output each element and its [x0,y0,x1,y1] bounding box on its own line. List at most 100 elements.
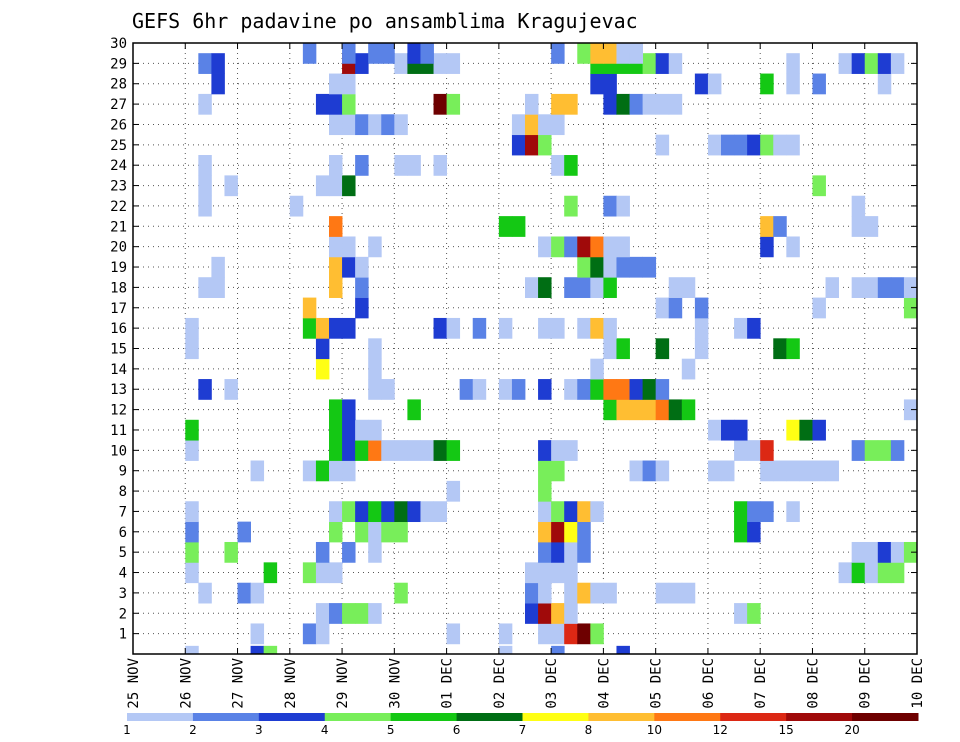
y-tick-label: 15 [110,342,127,358]
heatmap-cell [446,440,461,461]
heatmap-cell [668,297,683,319]
heatmap-cell [812,460,826,482]
heatmap-cell [224,379,238,400]
heatmap-cell [538,521,552,543]
heatmap-cell [538,379,552,400]
heatmap-cell [773,460,787,482]
colorbar-swatch [654,713,721,721]
heatmap-cell [394,501,408,523]
heatmap-cell [668,53,683,74]
heatmap-cell [681,358,696,380]
heatmap-cell [198,195,212,217]
heatmap-cell [590,256,604,278]
heatmap-cell [342,440,356,461]
heatmap-cell [590,43,604,64]
heatmap-cell [590,277,604,298]
heatmap-cell [198,155,212,176]
colorbar-label: 20 [844,723,859,737]
heatmap-cell [629,256,643,278]
heatmap-cell [224,175,238,197]
heatmap-cell [498,317,513,339]
heatmap-cell [446,317,461,339]
heatmap-cell [564,521,578,543]
heatmap-cell [655,582,670,604]
heatmap-cell [877,73,892,95]
heatmap-cell [394,53,408,74]
heatmap-cell [786,73,800,95]
heatmap-cell [329,256,343,278]
heatmap-cell [368,114,382,136]
heatmap-cell [342,236,356,258]
x-tick-label: 03 DEC [544,658,560,709]
heatmap-cell [511,216,526,237]
heatmap-cell [551,521,565,543]
heatmap-cell [329,73,343,95]
heatmap-cell [642,379,657,400]
heatmap-cell [329,460,343,482]
heatmap-cell [315,460,330,482]
heatmap-cell [616,256,630,278]
heatmap-cell [185,317,199,339]
y-tick-label: 20 [110,240,127,256]
x-tick-label: 10 DEC [910,658,926,709]
heatmap-cell [329,562,343,584]
heatmap-cell [368,440,382,461]
heatmap-cell [655,399,670,421]
heatmap-cell [381,501,395,523]
heatmap-cell [864,541,879,563]
heatmap-cell [655,297,670,319]
heatmap-cell [185,419,199,441]
heatmap-cell [786,460,800,482]
heatmap-cell [198,175,212,197]
heatmap-cell [721,134,735,156]
heatmap-cell [355,419,369,441]
heatmap-cell [734,521,748,543]
heatmap-cell [890,562,905,584]
heatmap-cell [381,114,395,136]
heatmap-cell [315,623,330,645]
heatmap-cell [355,155,369,176]
heatmap-cell [564,562,578,584]
heatmap-cell [551,562,565,584]
heatmap-cell [760,440,774,461]
heatmap-cell [211,256,225,278]
heatmap-cell [342,399,356,421]
heatmap-cell [315,93,330,115]
heatmap-cell [211,73,225,95]
heatmap-cell [707,419,722,441]
heatmap-cell [747,521,761,543]
heatmap-cell [381,379,395,400]
heatmap-cell [577,256,591,278]
heatmap-cell [577,501,591,523]
heatmap-cell [681,277,696,298]
heatmap-cell [198,277,212,298]
heatmap-cell [786,419,800,441]
heatmap-cell [498,216,513,237]
heatmap-cell [538,582,552,604]
heatmap-cell [564,603,578,624]
heatmap-cell [642,460,657,482]
y-tick-label: 23 [110,179,127,195]
heatmap-cell [185,541,199,563]
heatmap-cell [407,440,421,461]
heatmap-cell [368,419,382,441]
heatmap-cell [250,582,265,604]
heatmap-cell [590,317,604,339]
heatmap-cell [603,317,617,339]
heatmap-cell [551,501,565,523]
heatmap-cell [551,155,565,176]
heatmap-cell [655,460,670,482]
heatmap-cell [564,501,578,523]
heatmap-cell [668,582,683,604]
heatmap-cell [538,460,552,482]
heatmap-cell [903,297,918,319]
heatmap-cell [433,93,447,115]
heatmap-cell [890,277,905,298]
heatmap-cell [368,521,382,543]
heatmap-cell [694,297,709,319]
heatmap-cell [786,236,800,258]
heatmap-cell [525,603,539,624]
heatmap-cell [616,43,630,64]
heatmap-cell [838,53,853,74]
heatmap-cell [851,53,866,74]
